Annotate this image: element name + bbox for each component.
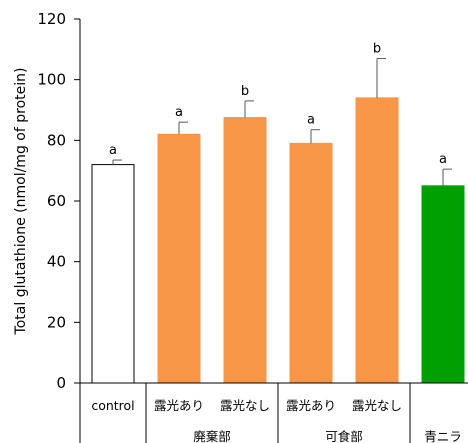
significance-label: a xyxy=(109,143,117,158)
x-tick-label: 露光なし xyxy=(352,398,402,413)
significance-label: a xyxy=(307,113,315,128)
y-tick-label: 0 xyxy=(56,374,66,392)
bars xyxy=(91,97,465,384)
x-tick-label: 露光あり xyxy=(286,398,336,413)
y-axis: 0 20 40 60 80 100 120 xyxy=(37,10,81,443)
y-tick-label: 20 xyxy=(47,313,66,331)
x-tick-label: 露光あり xyxy=(154,398,204,413)
significance-labels: a a b a b a xyxy=(109,41,447,167)
bar xyxy=(223,117,267,384)
significance-label: b xyxy=(373,41,381,56)
group-label: 青ニラ xyxy=(424,429,462,443)
bar xyxy=(157,133,201,384)
x-tick-label: control xyxy=(91,398,134,413)
bar xyxy=(355,97,399,384)
group-label: 廃棄部 xyxy=(193,429,231,443)
y-axis-label: Total glutathione (nmol/mg of protein) xyxy=(13,68,29,336)
x-tick-label: 露光なし xyxy=(220,398,270,413)
y-tick-label: 40 xyxy=(47,253,66,271)
group-label: 可食部 xyxy=(325,429,363,443)
y-tick-label: 120 xyxy=(37,10,66,28)
y-tick-label: 60 xyxy=(47,192,66,210)
bar xyxy=(289,142,333,384)
significance-label: a xyxy=(439,152,447,167)
significance-label: a xyxy=(175,105,183,120)
y-tick-label: 100 xyxy=(37,71,66,89)
bar xyxy=(91,164,135,384)
y-tick-label: 80 xyxy=(47,131,66,149)
error-bars xyxy=(112,57,452,186)
significance-label: b xyxy=(241,84,249,99)
bar xyxy=(421,185,465,384)
